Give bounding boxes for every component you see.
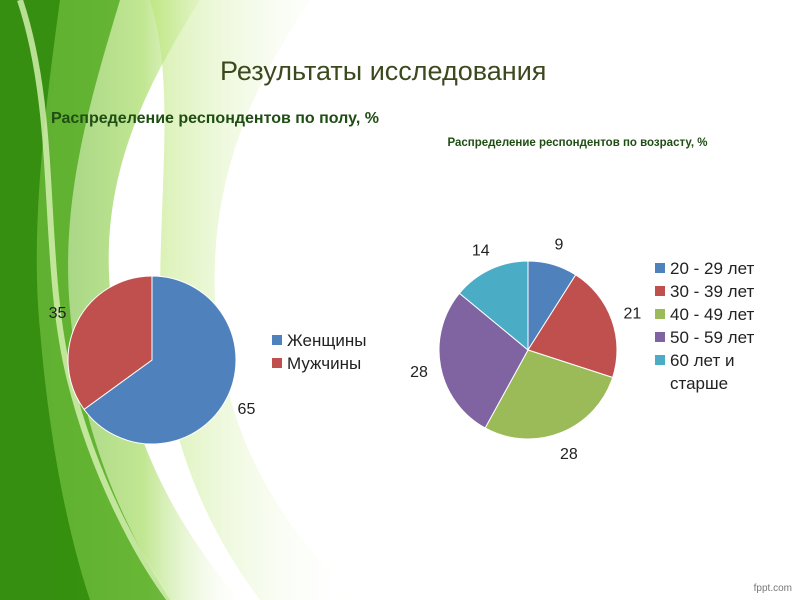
pie-slice-5 <box>458 260 529 352</box>
legend-label: 50 - 59 лет <box>670 328 755 347</box>
pie-slice-3 <box>484 349 614 440</box>
legend-swatch <box>272 358 282 368</box>
age-legend: 20 - 29 лет 30 - 39 лет 40 - 49 лет 50 - 59… <box>655 257 785 395</box>
legend-item-3: 40 - 49 лет <box>655 303 785 326</box>
legend-item-2: 30 - 39 лет <box>655 280 785 303</box>
data-label-3: 28 <box>560 446 578 463</box>
legend-item-4: 50 - 59 лет <box>655 326 785 349</box>
legend-swatch <box>655 286 665 296</box>
legend-swatch <box>655 355 665 365</box>
pie-slice-4 <box>438 292 529 429</box>
age-chart-title: Распределение респондентов по возрасту, … <box>447 137 708 149</box>
legend-swatch <box>655 263 665 273</box>
legend-label: Мужчины <box>287 354 362 373</box>
legend-swatch <box>655 309 665 319</box>
legend-item-5: 60 лет и старше <box>655 349 785 395</box>
data-label-5: 14 <box>472 243 490 260</box>
data-label-2: 21 <box>624 305 642 322</box>
legend-label: Женщины <box>287 331 367 350</box>
slide-title: Результаты исследования <box>220 56 547 86</box>
legend-label: 60 лет и старше <box>670 351 735 393</box>
pie-slice-2 <box>67 275 153 411</box>
gender-legend: Женщины Мужчины <box>272 329 366 375</box>
legend-item-1: 20 - 29 лет <box>655 257 785 280</box>
legend-label: 20 - 29 лет <box>670 259 755 278</box>
legend-swatch <box>272 335 282 345</box>
data-label-1: 65 <box>238 401 256 418</box>
watermark: fppt.com <box>753 583 792 594</box>
legend-label: 40 - 49 лет <box>670 305 755 324</box>
pie-slice-2 <box>527 274 618 379</box>
legend-item-2: Мужчины <box>272 352 366 375</box>
legend-label: 30 - 39 лет <box>670 282 755 301</box>
gender-chart-title: Распределение респондентов по полу, % <box>51 110 379 127</box>
data-label-1: 9 <box>555 236 564 253</box>
legend-swatch <box>655 332 665 342</box>
pie-slice-1 <box>83 275 237 445</box>
data-label-2: 35 <box>49 305 67 322</box>
data-label-4: 28 <box>410 364 428 381</box>
legend-item-1: Женщины <box>272 329 366 352</box>
